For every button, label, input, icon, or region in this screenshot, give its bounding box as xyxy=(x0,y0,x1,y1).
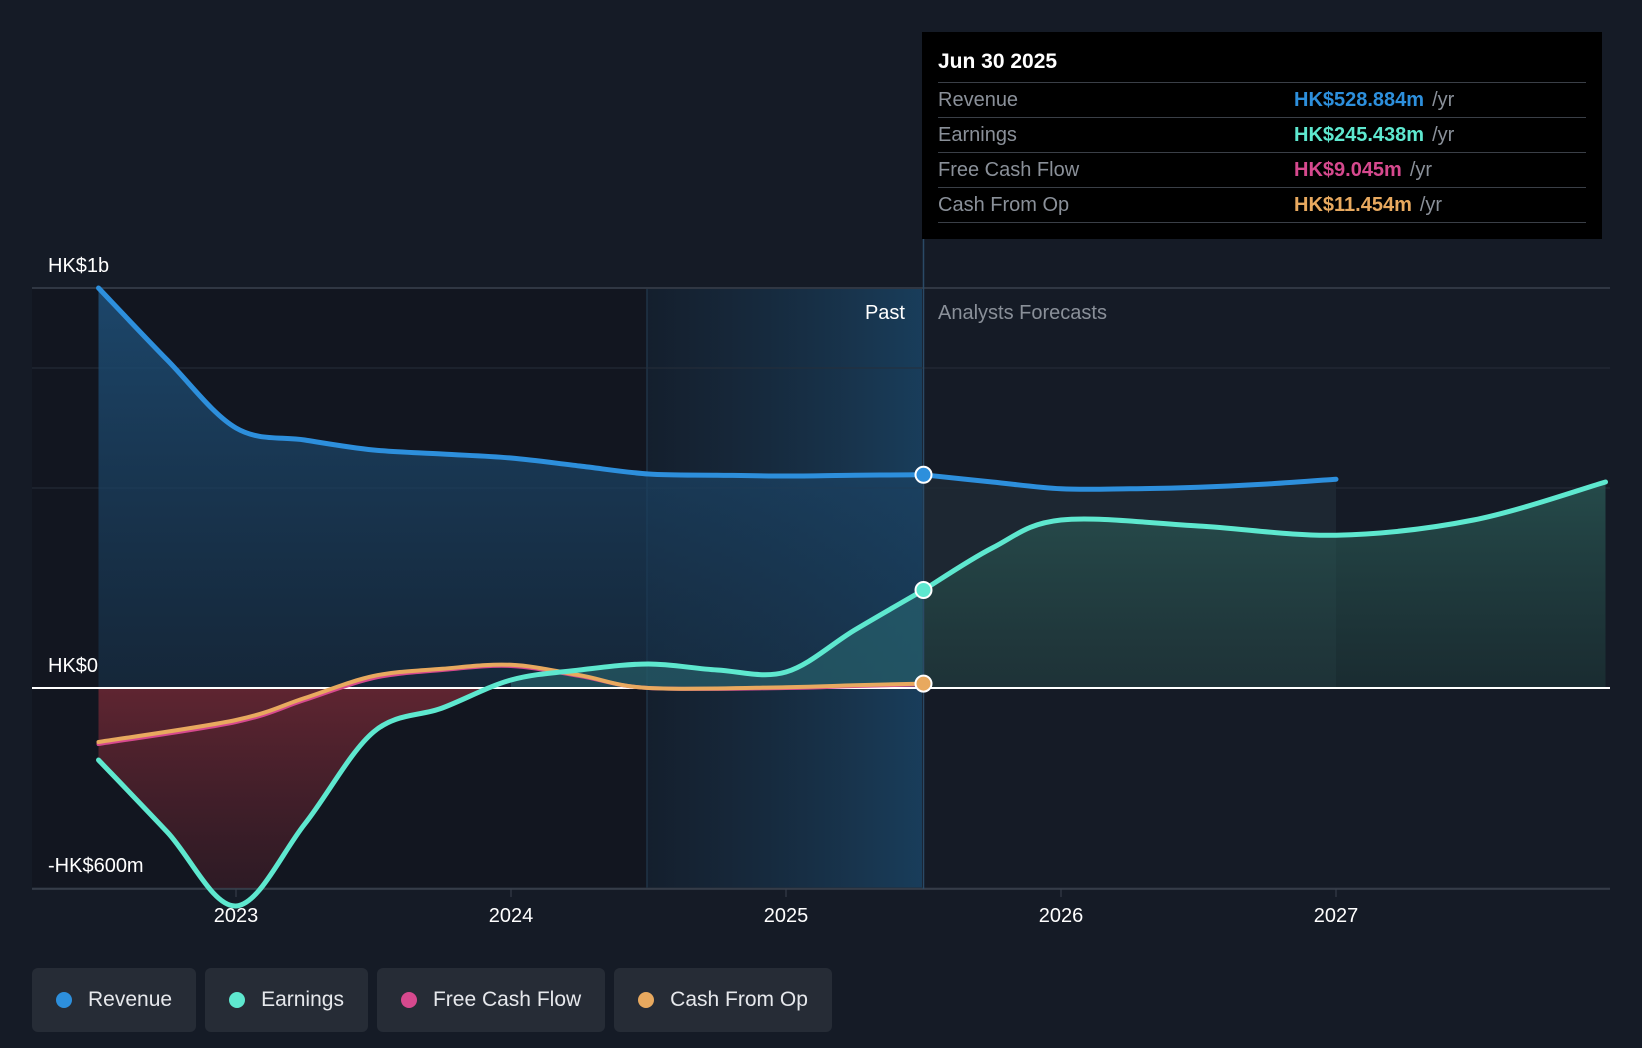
cash-from-op-dot-icon xyxy=(638,992,655,1008)
tooltip-label: Revenue xyxy=(938,89,1019,111)
legend: Revenue Earnings Free Cash Flow Cash Fro… xyxy=(32,968,841,1032)
y-label-top: HK$1b xyxy=(48,255,109,277)
earnings-forecast-line xyxy=(921,479,1608,593)
tooltip: Jun 30 2025 Revenue HK$528.884m /yr Earn… xyxy=(922,32,1602,239)
tooltip-row-revenue: Revenue HK$528.884m /yr xyxy=(938,82,1586,117)
tooltip-value: HK$245.438m xyxy=(1294,124,1425,146)
tooltip-value: HK$9.045m xyxy=(1294,159,1402,181)
x-tick-label: 2023 xyxy=(214,905,259,927)
forecast-label: Analysts Forecasts xyxy=(938,302,1107,324)
x-tick-label: 2027 xyxy=(1314,905,1359,927)
free-cash-flow-dot-icon xyxy=(400,992,417,1008)
x-tick-label: 2024 xyxy=(489,905,534,927)
tooltip-label: Free Cash Flow xyxy=(938,159,1080,181)
legend-item-cash-from-op[interactable]: Cash From Op xyxy=(614,968,832,1032)
tooltip-row-cash-from-op: Cash From Op HK$11.454m /yr xyxy=(938,187,1586,223)
x-tick-label: 2025 xyxy=(764,905,809,927)
legend-label: Revenue xyxy=(88,988,173,1011)
tooltip-row-earnings: Earnings HK$245.438m /yr xyxy=(938,117,1586,152)
earnings-dot-icon xyxy=(229,992,246,1008)
tooltip-unit: /yr xyxy=(1409,159,1433,181)
legend-item-free-cash-flow[interactable]: Free Cash Flow xyxy=(376,968,606,1032)
y-label-bottom: -HK$600m xyxy=(48,855,144,877)
revenue-marker[interactable] xyxy=(914,465,933,484)
tooltip-unit: /yr xyxy=(1432,89,1455,111)
tooltip-label: Earnings xyxy=(938,124,1017,146)
revenue-area xyxy=(98,288,924,688)
legend-item-revenue[interactable]: Revenue xyxy=(32,968,197,1032)
cash-from-op-marker[interactable] xyxy=(914,674,933,693)
earnings-positive-area xyxy=(511,590,924,688)
tooltip-row-free-cash-flow: Free Cash Flow HK$9.045m /yr xyxy=(938,152,1586,187)
tooltip-unit: /yr xyxy=(1419,194,1443,216)
earnings-forecast-area xyxy=(923,482,1606,688)
past-label: Past xyxy=(865,302,905,324)
revenue-forecast-line xyxy=(921,472,1339,492)
tooltip-label: Cash From Op xyxy=(938,194,1070,216)
earnings-marker[interactable] xyxy=(914,581,933,599)
x-tick-label: 2026 xyxy=(1039,905,1084,927)
legend-label: Earnings xyxy=(261,988,344,1011)
tooltip-unit: /yr xyxy=(1432,124,1455,146)
legend-label: Cash From Op xyxy=(670,988,808,1011)
legend-item-earnings[interactable]: Earnings xyxy=(205,968,368,1032)
tooltip-date: Jun 30 2025 xyxy=(938,50,1058,73)
earnings-line xyxy=(96,587,926,909)
y-label-zero: HK$0 xyxy=(48,655,98,677)
x-axis-ticks: 2023 2024 2025 2026 2027 xyxy=(214,889,1359,927)
revenue-dot-icon xyxy=(56,992,72,1008)
negative-area xyxy=(98,688,924,888)
tooltip-value: HK$528.884m xyxy=(1294,89,1425,111)
revenue-line xyxy=(96,285,926,479)
cash-from-op-line xyxy=(96,662,926,744)
tooltip-value: HK$11.454m xyxy=(1294,194,1412,216)
legend-label: Free Cash Flow xyxy=(432,988,582,1011)
